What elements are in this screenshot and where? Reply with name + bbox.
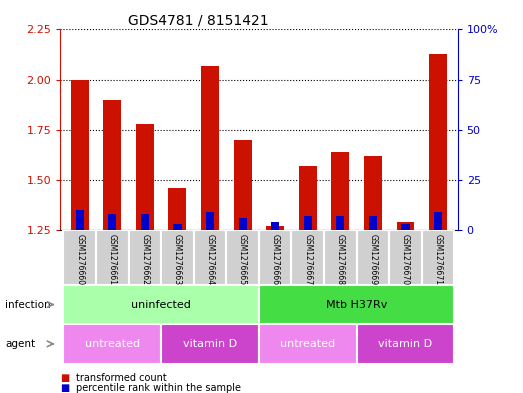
Bar — [357, 230, 389, 285]
Bar — [259, 324, 357, 364]
Bar — [194, 230, 226, 285]
Bar — [168, 188, 186, 230]
Bar — [71, 79, 89, 230]
Bar — [173, 224, 181, 230]
Bar — [402, 224, 410, 230]
Bar — [304, 216, 312, 230]
Text: GSM1276668: GSM1276668 — [336, 234, 345, 285]
Bar — [389, 230, 422, 285]
Bar — [161, 230, 194, 285]
Text: GSM1276670: GSM1276670 — [401, 234, 410, 285]
Text: agent: agent — [5, 339, 36, 349]
Bar — [63, 230, 96, 285]
Bar — [63, 324, 161, 364]
Bar — [161, 324, 259, 364]
Bar — [271, 222, 279, 230]
Bar — [429, 53, 447, 230]
Bar — [324, 230, 357, 285]
Text: Mtb H37Rv: Mtb H37Rv — [326, 299, 388, 310]
Text: GSM1276661: GSM1276661 — [108, 234, 117, 285]
Text: GSM1276662: GSM1276662 — [140, 234, 150, 285]
Text: vitamin D: vitamin D — [379, 339, 433, 349]
Bar — [238, 218, 247, 230]
Text: GSM1276667: GSM1276667 — [303, 234, 312, 285]
Text: GSM1276669: GSM1276669 — [368, 234, 378, 285]
Bar — [434, 212, 442, 230]
Bar — [201, 66, 219, 230]
Text: GSM1276665: GSM1276665 — [238, 234, 247, 285]
Bar — [259, 285, 454, 324]
Bar — [76, 210, 84, 230]
Bar — [291, 230, 324, 285]
Text: percentile rank within the sample: percentile rank within the sample — [76, 383, 241, 393]
Text: transformed count: transformed count — [76, 373, 167, 383]
Bar — [129, 230, 161, 285]
Text: uninfected: uninfected — [131, 299, 191, 310]
Bar — [332, 152, 349, 230]
Bar — [299, 166, 317, 230]
Text: GSM1276660: GSM1276660 — [75, 234, 84, 285]
Bar — [141, 214, 149, 230]
Bar — [364, 156, 382, 230]
Text: ■: ■ — [60, 383, 70, 393]
Bar — [108, 214, 116, 230]
Bar — [336, 216, 345, 230]
Bar — [136, 124, 154, 230]
Text: vitamin D: vitamin D — [183, 339, 237, 349]
Text: untreated: untreated — [280, 339, 335, 349]
Text: GSM1276663: GSM1276663 — [173, 234, 182, 285]
Text: GSM1276671: GSM1276671 — [434, 234, 442, 285]
Text: untreated: untreated — [85, 339, 140, 349]
Text: GSM1276664: GSM1276664 — [206, 234, 214, 285]
Text: infection: infection — [5, 299, 51, 310]
Bar — [234, 140, 252, 230]
Text: GDS4781 / 8151421: GDS4781 / 8151421 — [129, 14, 269, 28]
Bar — [206, 212, 214, 230]
Bar — [104, 99, 121, 230]
Bar — [357, 324, 454, 364]
Bar — [422, 230, 454, 285]
Bar — [96, 230, 129, 285]
Bar — [226, 230, 259, 285]
Bar — [396, 222, 414, 230]
Bar — [369, 216, 377, 230]
Bar — [266, 226, 284, 230]
Text: GSM1276666: GSM1276666 — [271, 234, 280, 285]
Bar — [63, 285, 259, 324]
Bar — [259, 230, 291, 285]
Text: ■: ■ — [60, 373, 70, 383]
